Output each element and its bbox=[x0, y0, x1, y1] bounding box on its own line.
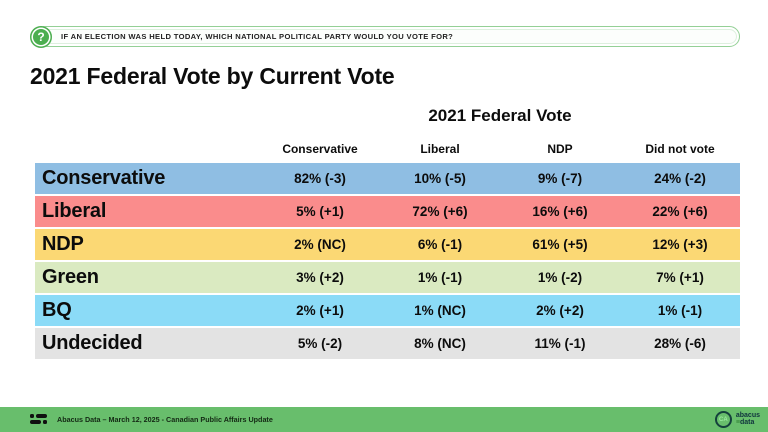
footer-bar: Abacus Data – March 12, 2025 - Canadian … bbox=[0, 407, 768, 432]
table-cell: 28% (-6) bbox=[654, 336, 706, 351]
table-row-ndp: NDP 2% (NC) 6% (-1) 61% (+5) 12% (+3) bbox=[35, 229, 740, 260]
row-label: Liberal bbox=[42, 200, 107, 222]
table-row-green: Green 3% (+2) 1% (-1) 1% (-2) 7% (+1) bbox=[35, 262, 740, 293]
row-label: Conservative bbox=[42, 167, 166, 189]
table-cell: 1% (NC) bbox=[414, 303, 466, 318]
footer-text: Abacus Data – March 12, 2025 - Canadian … bbox=[57, 415, 273, 424]
table-cell: 1% (-1) bbox=[417, 270, 463, 285]
row-label: BQ bbox=[42, 299, 72, 321]
brand-data-mark: ≡ bbox=[735, 418, 740, 426]
ca-circle-icon: CA bbox=[714, 411, 732, 428]
abacus-logo-icon bbox=[30, 413, 48, 426]
table-cell: 3% (+2) bbox=[296, 270, 344, 285]
brand-line1: abacus bbox=[735, 412, 760, 419]
table-cell: 5% (-2) bbox=[297, 336, 343, 351]
table-cell: 10% (-5) bbox=[414, 171, 466, 186]
table-cell: 9% (-7) bbox=[537, 171, 583, 186]
table-row-bq: BQ 2% (+1) 1% (NC) 2% (+2) 1% (-1) bbox=[35, 295, 740, 326]
brand-line2: data bbox=[739, 418, 755, 426]
table-row-undecided: Undecided 5% (-2) 8% (NC) 11% (-1) 28% (-6) bbox=[35, 328, 740, 359]
column-header-liberal: Liberal bbox=[420, 142, 460, 156]
abacus-data-logo: CA abacus ≡data bbox=[714, 411, 760, 428]
table-cell: 7% (+1) bbox=[656, 270, 704, 285]
question-banner: ? IF AN ELECTION WAS HELD TODAY, WHICH N… bbox=[30, 26, 740, 48]
table-cell: 24% (-2) bbox=[654, 171, 706, 186]
table-rows: Conservative 82% (-3) 10% (-5) 9% (-7) 24% (… bbox=[35, 163, 740, 359]
column-header-did-not-vote: Did not vote bbox=[645, 142, 715, 156]
table-cell: 61% (+5) bbox=[532, 237, 588, 252]
table-cell: 72% (+6) bbox=[412, 204, 468, 219]
column-header-ndp: NDP bbox=[547, 142, 573, 156]
table-cell: 22% (+6) bbox=[652, 204, 708, 219]
vote-crosstab-table: 2021 Federal Vote Conservative Liberal NDP… bbox=[35, 106, 740, 361]
row-label: Green bbox=[42, 266, 99, 288]
table-cell: 82% (-3) bbox=[294, 171, 346, 186]
table-group-header: 2021 Federal Vote bbox=[428, 106, 572, 125]
table-cell: 2% (+2) bbox=[536, 303, 584, 318]
question-text: IF AN ELECTION WAS HELD TODAY, WHICH NAT… bbox=[61, 32, 454, 41]
table-cell: 2% (+1) bbox=[296, 303, 344, 318]
table-cell: 2% (NC) bbox=[294, 237, 346, 252]
table-cell: 16% (+6) bbox=[532, 204, 588, 219]
row-label: Undecided bbox=[42, 332, 143, 354]
column-header-conservative: Conservative bbox=[282, 142, 358, 156]
abacus-brand-text: abacus ≡data bbox=[735, 412, 760, 426]
table-cell: 8% (NC) bbox=[414, 336, 466, 351]
table-cell: 11% (-1) bbox=[534, 336, 586, 351]
table-cell: 1% (-2) bbox=[537, 270, 583, 285]
table-cell: 5% (+1) bbox=[296, 204, 344, 219]
table-cell: 6% (-1) bbox=[417, 237, 463, 252]
row-label: NDP bbox=[42, 233, 84, 255]
table-cell: 12% (+3) bbox=[652, 237, 708, 252]
table-cell: 1% (-1) bbox=[657, 303, 703, 318]
question-mark-icon: ? bbox=[30, 26, 52, 48]
table-row-liberal: Liberal 5% (+1) 72% (+6) 16% (+6) 22% (+6) bbox=[35, 196, 740, 227]
page-title: 2021 Federal Vote by Current Vote bbox=[30, 63, 395, 89]
column-headers: Conservative Liberal NDP Did not vote bbox=[260, 142, 740, 156]
table-row-conservative: Conservative 82% (-3) 10% (-5) 9% (-7) 24% (… bbox=[35, 163, 740, 194]
